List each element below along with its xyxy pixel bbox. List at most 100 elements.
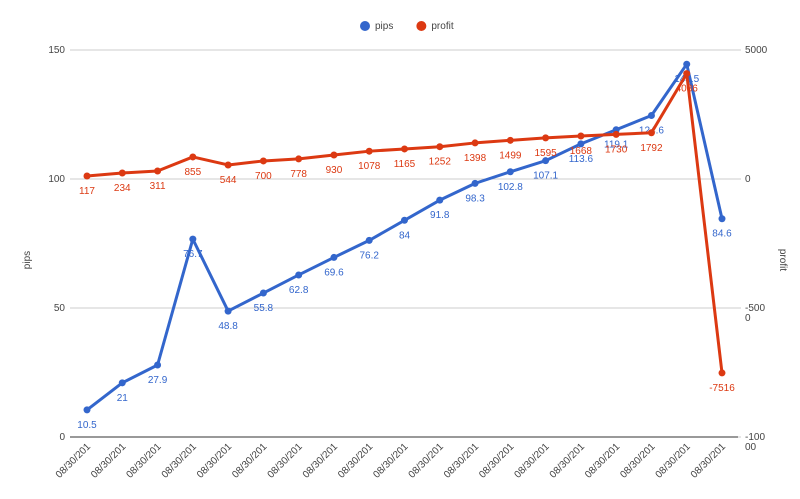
x-tick-label: 08/30/201 — [195, 441, 235, 481]
data-label: 1398 — [464, 153, 487, 164]
point — [224, 307, 232, 315]
legend-label: profit — [431, 21, 453, 32]
x-tick-label: 08/30/201 — [583, 441, 623, 481]
x-tick-label: 08/30/201 — [124, 441, 164, 481]
point — [365, 236, 373, 244]
y2-tick-label: -100 00 — [745, 432, 765, 453]
data-label: 311 — [150, 181, 166, 192]
point — [83, 172, 91, 180]
data-label: 27.9 — [148, 375, 168, 386]
x-tick-label: 08/30/201 — [618, 441, 658, 481]
x-tick-label: 08/30/201 — [477, 441, 517, 481]
data-label: 1730 — [605, 144, 628, 155]
point — [330, 151, 338, 159]
point — [577, 140, 585, 148]
point — [295, 155, 303, 163]
data-label: 21 — [117, 393, 129, 404]
x-tick-label: 08/30/201 — [689, 441, 729, 481]
x-tick-label: 08/30/201 — [230, 441, 270, 481]
point — [330, 253, 338, 261]
y-tick-label: 50 — [54, 303, 66, 314]
legend-swatch — [416, 21, 427, 31]
data-label: 98.3 — [465, 193, 485, 204]
data-label: 1165 — [394, 159, 416, 170]
y-axis-title: pips — [22, 251, 33, 269]
x-tick-label: 08/30/201 — [654, 441, 694, 481]
point — [718, 215, 726, 223]
x-tick-label: 08/30/201 — [442, 441, 482, 481]
data-label: 48.8 — [218, 321, 238, 332]
data-label: 84.6 — [712, 229, 732, 240]
y-tick-label: 100 — [48, 174, 65, 185]
point — [436, 196, 444, 204]
y2-tick-label: -500 0 — [745, 303, 765, 324]
point — [647, 129, 655, 137]
y2-tick-label: 0 — [745, 174, 751, 185]
x-tick-label: 08/30/201 — [548, 441, 588, 481]
x-tick-label: 08/30/201 — [301, 441, 341, 481]
x-tick-label: 08/30/201 — [54, 441, 94, 481]
x-tick-label: 08/30/201 — [512, 441, 552, 481]
point — [683, 60, 691, 68]
point — [118, 169, 126, 177]
data-label: 855 — [184, 167, 201, 178]
point — [259, 157, 267, 165]
data-label: 62.8 — [289, 285, 309, 296]
data-label: 700 — [255, 171, 272, 182]
data-label: 1252 — [429, 157, 452, 168]
point — [259, 289, 267, 297]
point — [83, 406, 91, 414]
legend-swatch — [360, 21, 370, 31]
data-label: 4086 — [676, 84, 699, 95]
point — [118, 379, 126, 387]
point — [154, 167, 162, 175]
point — [401, 145, 408, 153]
x-tick-label: 08/30/201 — [371, 441, 411, 481]
data-label: 234 — [114, 183, 131, 194]
point — [401, 216, 408, 224]
data-label: 102.8 — [498, 182, 523, 193]
x-tick-label: 08/30/201 — [89, 441, 129, 481]
y-tick-label: 150 — [48, 45, 65, 56]
point — [295, 271, 303, 279]
point — [189, 153, 197, 161]
data-label: -7516 — [709, 383, 735, 394]
y-tick-label: 0 — [59, 432, 65, 443]
data-label: 1595 — [534, 148, 557, 159]
data-label: 10.5 — [77, 420, 97, 431]
data-label: 107.1 — [533, 171, 558, 182]
data-label: 117 — [79, 186, 95, 197]
data-label: 69.6 — [324, 267, 344, 278]
point — [577, 132, 585, 140]
legend-label: pips — [375, 21, 393, 32]
point — [471, 179, 479, 187]
data-label: 778 — [290, 169, 307, 180]
point — [506, 168, 514, 176]
data-label: 930 — [326, 165, 343, 176]
point — [436, 143, 444, 151]
data-label: 544 — [220, 175, 237, 186]
point — [224, 161, 232, 169]
x-tick-label: 08/30/201 — [336, 441, 376, 481]
y2-tick-label: 5000 — [745, 45, 768, 56]
point — [612, 130, 620, 138]
data-label: 113.6 — [569, 154, 594, 165]
point — [542, 157, 550, 165]
data-label: 1078 — [358, 161, 381, 172]
data-label: 1499 — [499, 150, 522, 161]
data-label: 91.8 — [430, 210, 450, 221]
data-label: 1792 — [640, 143, 663, 154]
point — [647, 112, 655, 120]
data-label: 84 — [399, 230, 411, 241]
x-tick-label: 08/30/201 — [407, 441, 447, 481]
point — [471, 139, 479, 147]
x-tick-label: 08/30/201 — [266, 441, 306, 481]
data-label: 119.1 — [604, 140, 629, 151]
point — [683, 70, 691, 78]
data-label: 1668 — [570, 146, 593, 157]
data-label: 76.7 — [183, 249, 203, 260]
point — [189, 235, 197, 243]
point — [506, 136, 514, 144]
point — [154, 361, 162, 369]
